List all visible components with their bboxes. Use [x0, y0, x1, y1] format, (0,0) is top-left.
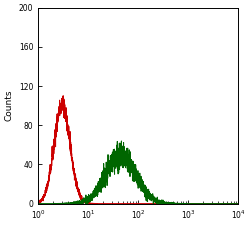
Y-axis label: Counts: Counts — [4, 90, 13, 121]
